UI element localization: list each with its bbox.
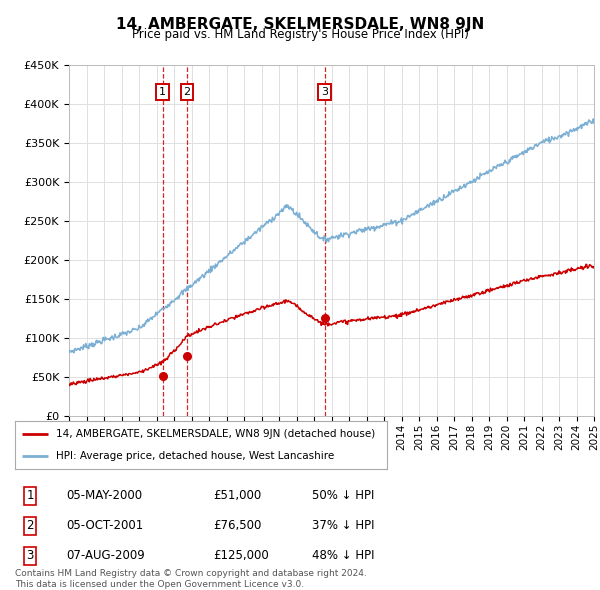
Text: 3: 3: [321, 87, 328, 97]
Text: 1: 1: [26, 489, 34, 502]
Text: Price paid vs. HM Land Registry's House Price Index (HPI): Price paid vs. HM Land Registry's House …: [131, 28, 469, 41]
Text: Contains HM Land Registry data © Crown copyright and database right 2024.
This d: Contains HM Land Registry data © Crown c…: [15, 569, 367, 589]
Text: 07-AUG-2009: 07-AUG-2009: [66, 549, 145, 562]
Text: 05-MAY-2000: 05-MAY-2000: [66, 489, 142, 502]
Text: £76,500: £76,500: [213, 519, 262, 532]
Text: 2: 2: [26, 519, 34, 532]
Text: 48% ↓ HPI: 48% ↓ HPI: [312, 549, 374, 562]
Text: 05-OCT-2001: 05-OCT-2001: [66, 519, 143, 532]
Text: 1: 1: [159, 87, 166, 97]
Text: HPI: Average price, detached house, West Lancashire: HPI: Average price, detached house, West…: [56, 451, 334, 461]
Text: 14, AMBERGATE, SKELMERSDALE, WN8 9JN (detached house): 14, AMBERGATE, SKELMERSDALE, WN8 9JN (de…: [56, 429, 375, 439]
Text: £51,000: £51,000: [213, 489, 261, 502]
Text: 14, AMBERGATE, SKELMERSDALE, WN8 9JN: 14, AMBERGATE, SKELMERSDALE, WN8 9JN: [116, 17, 484, 31]
Text: 2: 2: [184, 87, 191, 97]
Text: 37% ↓ HPI: 37% ↓ HPI: [312, 519, 374, 532]
Text: 3: 3: [26, 549, 34, 562]
Text: 50% ↓ HPI: 50% ↓ HPI: [312, 489, 374, 502]
Text: £125,000: £125,000: [213, 549, 269, 562]
